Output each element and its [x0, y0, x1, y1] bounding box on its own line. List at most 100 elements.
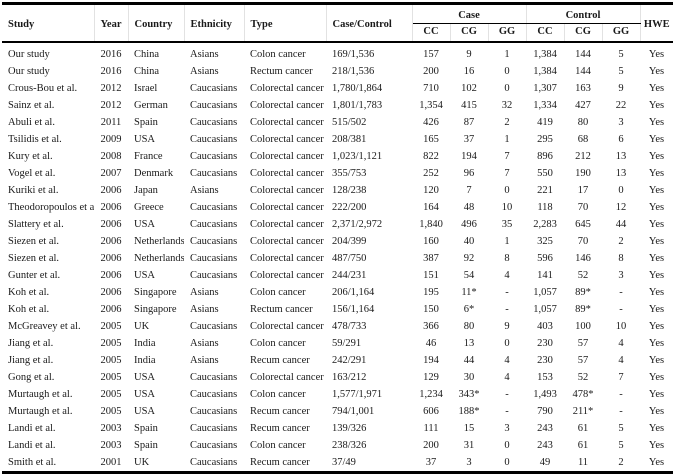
cell-ethnicity: Caucasians	[190, 457, 238, 468]
cell-case-control: 794/1,001	[332, 406, 375, 417]
cell-case-control: 487/750	[332, 253, 367, 264]
cell-hwe: Yes	[648, 304, 665, 315]
col-header-type: Type	[243, 3, 327, 43]
cell-case-cg: 80	[463, 321, 475, 332]
cell-case-gg: -	[505, 287, 509, 298]
table-row: Crous-Bou et al. 2012 Israel Caucasians Colo…	[2, 80, 673, 97]
cell-control-cg: 52	[577, 372, 589, 383]
cell-ethnicity: Caucasians	[190, 151, 238, 162]
cell-country: Netherlands	[134, 253, 184, 264]
cell-ethnicity: Asians	[190, 355, 219, 366]
cell-control-cg: 57	[577, 338, 589, 349]
cell-year: 2011	[100, 117, 122, 128]
cell-control-cc: 230	[537, 355, 553, 366]
group-header-control: Control	[525, 3, 641, 24]
cell-case-cg: 48	[463, 202, 475, 213]
cell-hwe: Yes	[648, 423, 665, 434]
cell-control-cc: 403	[537, 321, 553, 332]
cell-control-gg: 5	[618, 66, 624, 77]
cell-case-cg: 54	[463, 270, 475, 281]
cell-case-cc: 200	[423, 440, 439, 451]
cell-case-control: 59/291	[332, 338, 362, 349]
cell-case-cc: 1,234	[419, 389, 443, 400]
cell-control-cg: 57	[577, 355, 589, 366]
col-header-control-gg: GG	[601, 23, 640, 43]
cell-study: Koh et al.	[8, 287, 50, 298]
cell-control-cc: 295	[537, 134, 553, 145]
cell-control-gg: 3	[618, 270, 624, 281]
cell-case-control: 169/1,536	[332, 49, 375, 60]
cell-case-cc: 37	[425, 457, 437, 468]
cell-control-cc: 153	[537, 372, 553, 383]
cell-case-gg: 1	[504, 49, 510, 60]
cell-type: Colorectal cancer	[250, 117, 324, 128]
cell-case-gg: 4	[504, 270, 510, 281]
cell-hwe: Yes	[648, 253, 665, 264]
cell-hwe: Yes	[648, 168, 665, 179]
cell-year: 2016	[100, 49, 122, 60]
cell-control-cg: 146	[575, 253, 591, 264]
cell-case-gg: 4	[504, 355, 510, 366]
cell-case-cc: 165	[423, 134, 439, 145]
cell-control-cg: 70	[577, 202, 589, 213]
cell-case-cc: 120	[423, 185, 439, 196]
cell-case-control: 156/1,164	[332, 304, 375, 315]
cell-ethnicity: Asians	[190, 185, 219, 196]
cell-hwe: Yes	[648, 406, 665, 417]
cell-type: Colon cancer	[250, 389, 306, 400]
cell-case-control: 478/733	[332, 321, 367, 332]
col-header-control-cg: CG	[563, 23, 603, 43]
col-header-study: Study	[2, 3, 95, 43]
table-row: Gong et al. 2005 USA Caucasians Colorectal c…	[2, 369, 673, 386]
cell-case-cg: 44	[463, 355, 475, 366]
cell-control-cg: 70	[577, 236, 589, 247]
cell-type: Recum cancer	[250, 406, 310, 417]
cell-control-cg: 144	[575, 66, 591, 77]
table-row: Koh et al. 2006 Singapore Asians Rectum canc…	[2, 301, 673, 318]
col-header-hwe: HWE	[639, 3, 673, 43]
cell-case-gg: 0	[504, 338, 510, 349]
cell-type: Colorectal cancer	[250, 372, 324, 383]
cell-country: USA	[134, 389, 156, 400]
cell-year: 2005	[100, 355, 122, 366]
cell-case-cg: 30	[463, 372, 475, 383]
cell-case-cg: 9	[466, 49, 472, 60]
cell-case-control: 1,801/1,783	[332, 100, 383, 111]
cell-study: Siezen et al.	[8, 236, 60, 247]
cell-ethnicity: Caucasians	[190, 406, 238, 417]
cell-case-gg: 9	[504, 321, 510, 332]
cell-case-gg: 2	[504, 117, 510, 128]
cell-control-cg: 163	[575, 83, 591, 94]
cell-country: USA	[134, 134, 156, 145]
cell-control-cg: 645	[575, 219, 591, 230]
cell-control-cc: 118	[537, 202, 553, 213]
cell-case-cg: 102	[461, 83, 477, 94]
cell-case-cc: 606	[423, 406, 439, 417]
table-row: Sainz et al. 2012 German Caucasians Colorect…	[2, 97, 673, 114]
cell-hwe: Yes	[648, 355, 665, 366]
table-row: Jiang et al. 2005 India Asians Recum cancer 2…	[2, 352, 673, 369]
cell-case-control: 515/502	[332, 117, 367, 128]
cell-ethnicity: Asians	[190, 66, 219, 77]
cell-hwe: Yes	[648, 185, 665, 196]
table-row: Gunter et al. 2006 USA Caucasians Colorectal…	[2, 267, 673, 284]
cell-study: Our study	[8, 66, 50, 77]
cell-control-cc: 243	[537, 423, 553, 434]
cell-ethnicity: Asians	[190, 304, 219, 315]
cell-case-control: 1,023/1,121	[332, 151, 383, 162]
cell-control-gg: 44	[615, 219, 627, 230]
cell-control-cc: 1,384	[533, 49, 557, 60]
cell-year: 2009	[100, 134, 122, 145]
cell-case-control: 2,371/2,972	[332, 219, 383, 230]
cell-case-control: 355/753	[332, 168, 367, 179]
table-row: Kuriki et al. 2006 Japan Asians Colorectal c…	[2, 182, 673, 199]
cell-control-gg: 6	[618, 134, 624, 145]
cell-control-gg: 2	[618, 457, 624, 468]
table-row: Murtaugh et al. 2005 USA Caucasians Recum ca…	[2, 403, 673, 420]
cell-ethnicity: Caucasians	[190, 100, 238, 111]
cell-case-control: 208/381	[332, 134, 367, 145]
cell-study: Smith et al.	[8, 457, 57, 468]
cell-ethnicity: Caucasians	[190, 168, 238, 179]
cell-year: 2006	[100, 185, 122, 196]
table-row: McGreavey et al. 2005 UK Caucasians Colorect…	[2, 318, 673, 335]
